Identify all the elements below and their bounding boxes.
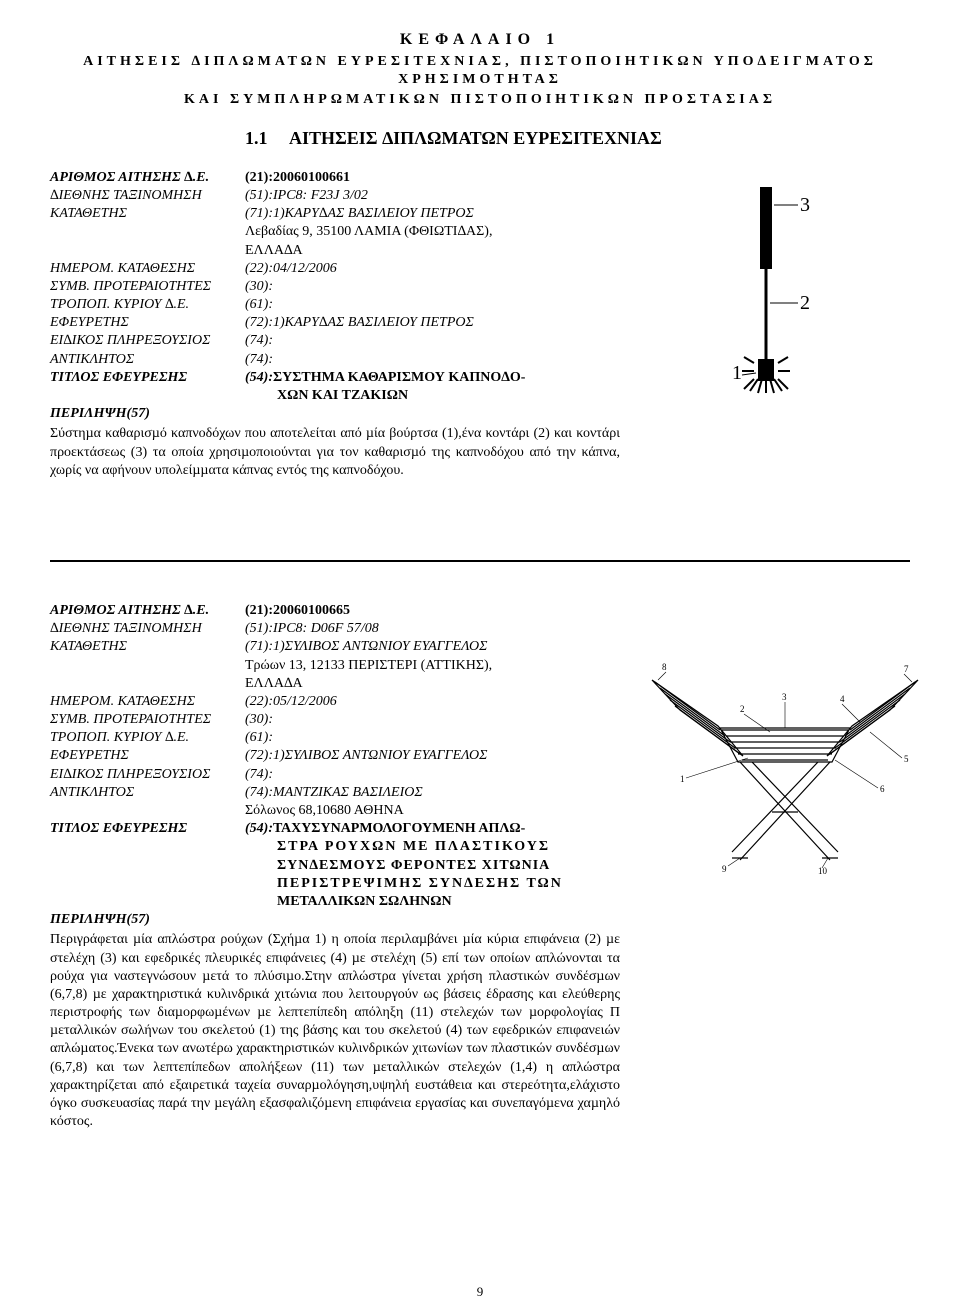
value-intl-class: (51):IPC8: F23J 3/02 [245, 187, 620, 205]
label-amend-2: ΤΡΟΠΟΠ. ΚΥΡΙΟΥ ∆.Ε. [50, 729, 245, 747]
label-inventor: ΕΦΕΥΡΕΤΗΣ [50, 314, 245, 332]
label-applicant: ΚΑΤΑΘΕΤΗΣ [50, 205, 245, 223]
value-inventor-2: (72):1)ΣΥΛΙΒΟΣ ΑΝΤΩΝΙΟΥ ΕΥΑΓΓΕΛΟΣ [245, 747, 620, 765]
value-title-2-l5: ΜΕΤΑΛΛΙΚΩΝ ΣΩΛΗΝΩΝ [245, 893, 620, 911]
chapter-heading: ΚΕΦΑΛΑΙΟ 1 [50, 30, 910, 51]
svg-text:8: 8 [662, 662, 667, 672]
label-app-num: ΑΡΙΘΜΟΣ ΑΙΤΗΣΗΣ ∆.Ε. [50, 169, 245, 187]
label-abstract: ΠΕΡΙΛΗΨΗ(57) [50, 405, 245, 423]
value-applicant-l1: (71):1)ΚΑΡΥ∆ΑΣ ΒΑΣΙΛΕΙΟΥ ΠΕΤΡΟΣ [245, 205, 620, 223]
value-priority: (30): [245, 278, 620, 296]
value-filing-date-2: (22):05/12/2006 [245, 693, 620, 711]
value-agent-2: (74): [245, 766, 620, 784]
svg-text:10: 10 [818, 866, 828, 876]
label-priority: ΣΥΜΒ. ΠΡΟΤΕΡΑΙΟΤΗΤΕΣ [50, 278, 245, 296]
label-filing-date-2: ΗΜΕΡΟΜ. ΚΑΤΑΘΕΣΗΣ [50, 693, 245, 711]
value-title-2-l2: ΣΤΡΑ ΡΟΥΧΩΝ ΜΕ ΠΛΑΣΤΙΚΟΥΣ [245, 838, 620, 856]
value-app-num-2: (21):20060100665 [245, 602, 620, 620]
label-amend: ΤΡΟΠΟΠ. ΚΥΡΙΟΥ ∆.Ε. [50, 296, 245, 314]
figure-2: 1 2 3 4 5 6 7 8 9 10 [640, 602, 930, 1131]
value-recipient: (74): [245, 351, 620, 369]
value-filing-date: (22):04/12/2006 [245, 260, 620, 278]
svg-text:3: 3 [782, 692, 787, 702]
label-title: ΤΙΤΛΟΣ ΕΦΕΥΡΕΣΗΣ [50, 369, 245, 387]
abstract-text-1: Σύστηµα καθαρισµό καπνοδόχων που αποτελε… [50, 425, 620, 480]
label-applicant-2: ΚΑΤΑΘΕΤΗΣ [50, 638, 245, 656]
value-title-2-l4: ΠΕΡΙΣΤΡΕΨΙΜΗΣ ΣΥΝ∆ΕΣΗΣ ΤΩΝ [245, 875, 620, 893]
value-amend-2: (61): [245, 729, 620, 747]
value-applicant-2-l1: (71):1)ΣΥΛΙΒΟΣ ΑΝΤΩΝΙΟΥ ΕΥΑΓΓΕΛΟΣ [245, 638, 620, 656]
value-title-l1: (54):ΣΥΣΤΗΜΑ ΚΑΘΑΡΙΣΜΟΥ ΚΑΠΝΟ∆Ο- [245, 369, 620, 387]
label-recipient-2: ΑΝΤΙΚΛΗΤΟΣ [50, 784, 245, 802]
value-title-2-l1: (54):ΤΑΧΥΣΥΝΑΡΜΟΛΟΓΟΥΜΕΝΗ ΑΠΛΩ- [245, 820, 620, 838]
label-filing-date: ΗΜΕΡΟΜ. ΚΑΤΑΘΕΣΗΣ [50, 260, 245, 278]
fig1-label-3: 3 [800, 194, 810, 216]
value-app-num: (21):20060100661 [245, 169, 620, 187]
svg-text:6: 6 [880, 784, 885, 794]
patent-entry-2: ΑΡΙΘΜΟΣ ΑΙΤΗΣΗΣ ∆.Ε. (21):20060100665 ∆Ι… [50, 602, 910, 1131]
label-recipient: ΑΝΤΙΚΛΗΤΟΣ [50, 351, 245, 369]
label-intl-class-2: ∆ΙΕΘΝΗΣ ΤΑΞΙΝΟΜΗΣΗ [50, 620, 245, 638]
svg-text:7: 7 [904, 664, 909, 674]
value-intl-class-2: (51):IPC8: D06F 57/08 [245, 620, 620, 638]
label-title-2: ΤΙΤΛΟΣ ΕΦΕΥΡΕΣΗΣ [50, 820, 245, 838]
value-title-l2: ΧΩΝ ΚΑΙ ΤΖΑΚΙΩΝ [245, 387, 620, 405]
value-agent: (74): [245, 332, 620, 350]
label-intl-class: ∆ΙΕΘΝΗΣ ΤΑΞΙΝΟΜΗΣΗ [50, 187, 245, 205]
figure-1: 1 2 3 [640, 169, 910, 480]
value-recipient-2-l1: (74):ΜΑΝΤΖΙΚΑΣ ΒΑΣΙΛΕΙΟΣ [245, 784, 620, 802]
page-number: 9 [0, 1284, 960, 1301]
chapter-sub-2: ΚΑΙ ΣΥΜΠΛΗΡΩΜΑΤΙΚΩΝ ΠΙΣΤΟΠΟΙΗΤΙΚΩΝ ΠΡΟΣΤ… [50, 91, 910, 109]
label-agent: ΕΙ∆ΙΚΟΣ ΠΛΗΡΕΞΟΥΣΙΟΣ [50, 332, 245, 350]
svg-text:2: 2 [740, 704, 745, 714]
value-recipient-2-l2: Σόλωνος 68,10680 ΑΘΗΝΑ [245, 802, 620, 820]
svg-text:9: 9 [722, 864, 727, 874]
value-applicant-l3: ΕΛΛΑ∆Α [245, 242, 620, 260]
label-abstract-2: ΠΕΡΙΛΗΨΗ(57) [50, 911, 245, 929]
divider [50, 560, 910, 562]
value-inventor: (72):1)ΚΑΡΥ∆ΑΣ ΒΑΣΙΛΕΙΟΥ ΠΕΤΡΟΣ [245, 314, 620, 332]
fig1-label-1: 1 [732, 362, 742, 384]
svg-text:1: 1 [680, 774, 685, 784]
label-app-num-2: ΑΡΙΘΜΟΣ ΑΙΤΗΣΗΣ ∆.Ε. [50, 602, 245, 620]
section-num: 1.1 [245, 128, 268, 148]
value-applicant-l2: Λεβαδίας 9, 35100 ΛΑΜΙΑ (ΦΘΙΩΤΙ∆ΑΣ), [245, 223, 620, 241]
value-applicant-2-l2: Τρώων 13, 12133 ΠΕΡΙΣΤΕΡΙ (ΑΤΤΙΚΗΣ), [245, 657, 620, 675]
value-priority-2: (30): [245, 711, 620, 729]
value-applicant-2-l3: ΕΛΛΑ∆Α [245, 675, 620, 693]
chapter-sub-1: ΑΙΤΗΣΕΙΣ ∆ΙΠΛΩΜΑΤΩΝ ΕΥΡΕΣΙΤΕΧΝΙΑΣ, ΠΙΣΤΟ… [50, 53, 910, 89]
abstract-text-2: Περιγράφεται µία απλώστρα ρούχων (Σχήµα … [50, 931, 620, 1131]
section-heading: 1.1 ΑΙΤΗΣΕΙΣ ∆ΙΠΛΩΜΑΤΩΝ ΕΥΡΕΣΙΤΕΧΝΙΑΣ [245, 127, 910, 150]
value-amend: (61): [245, 296, 620, 314]
fig1-label-2: 2 [800, 292, 810, 314]
svg-text:4: 4 [840, 694, 845, 704]
label-priority-2: ΣΥΜΒ. ΠΡΟΤΕΡΑΙΟΤΗΤΕΣ [50, 711, 245, 729]
value-title-2-l3: ΣΥΝ∆ΕΣΜΟΥΣ ΦΕΡΟΝΤΕΣ ΧΙΤΩΝΙΑ [245, 857, 620, 875]
patent-entry-1: ΑΡΙΘΜΟΣ ΑΙΤΗΣΗΣ ∆.Ε. (21):20060100661 ∆Ι… [50, 169, 910, 480]
section-title: ΑΙΤΗΣΕΙΣ ∆ΙΠΛΩΜΑΤΩΝ ΕΥΡΕΣΙΤΕΧΝΙΑΣ [289, 128, 662, 148]
label-inventor-2: ΕΦΕΥΡΕΤΗΣ [50, 747, 245, 765]
label-agent-2: ΕΙ∆ΙΚΟΣ ΠΛΗΡΕΞΟΥΣΙΟΣ [50, 766, 245, 784]
svg-text:5: 5 [904, 754, 909, 764]
